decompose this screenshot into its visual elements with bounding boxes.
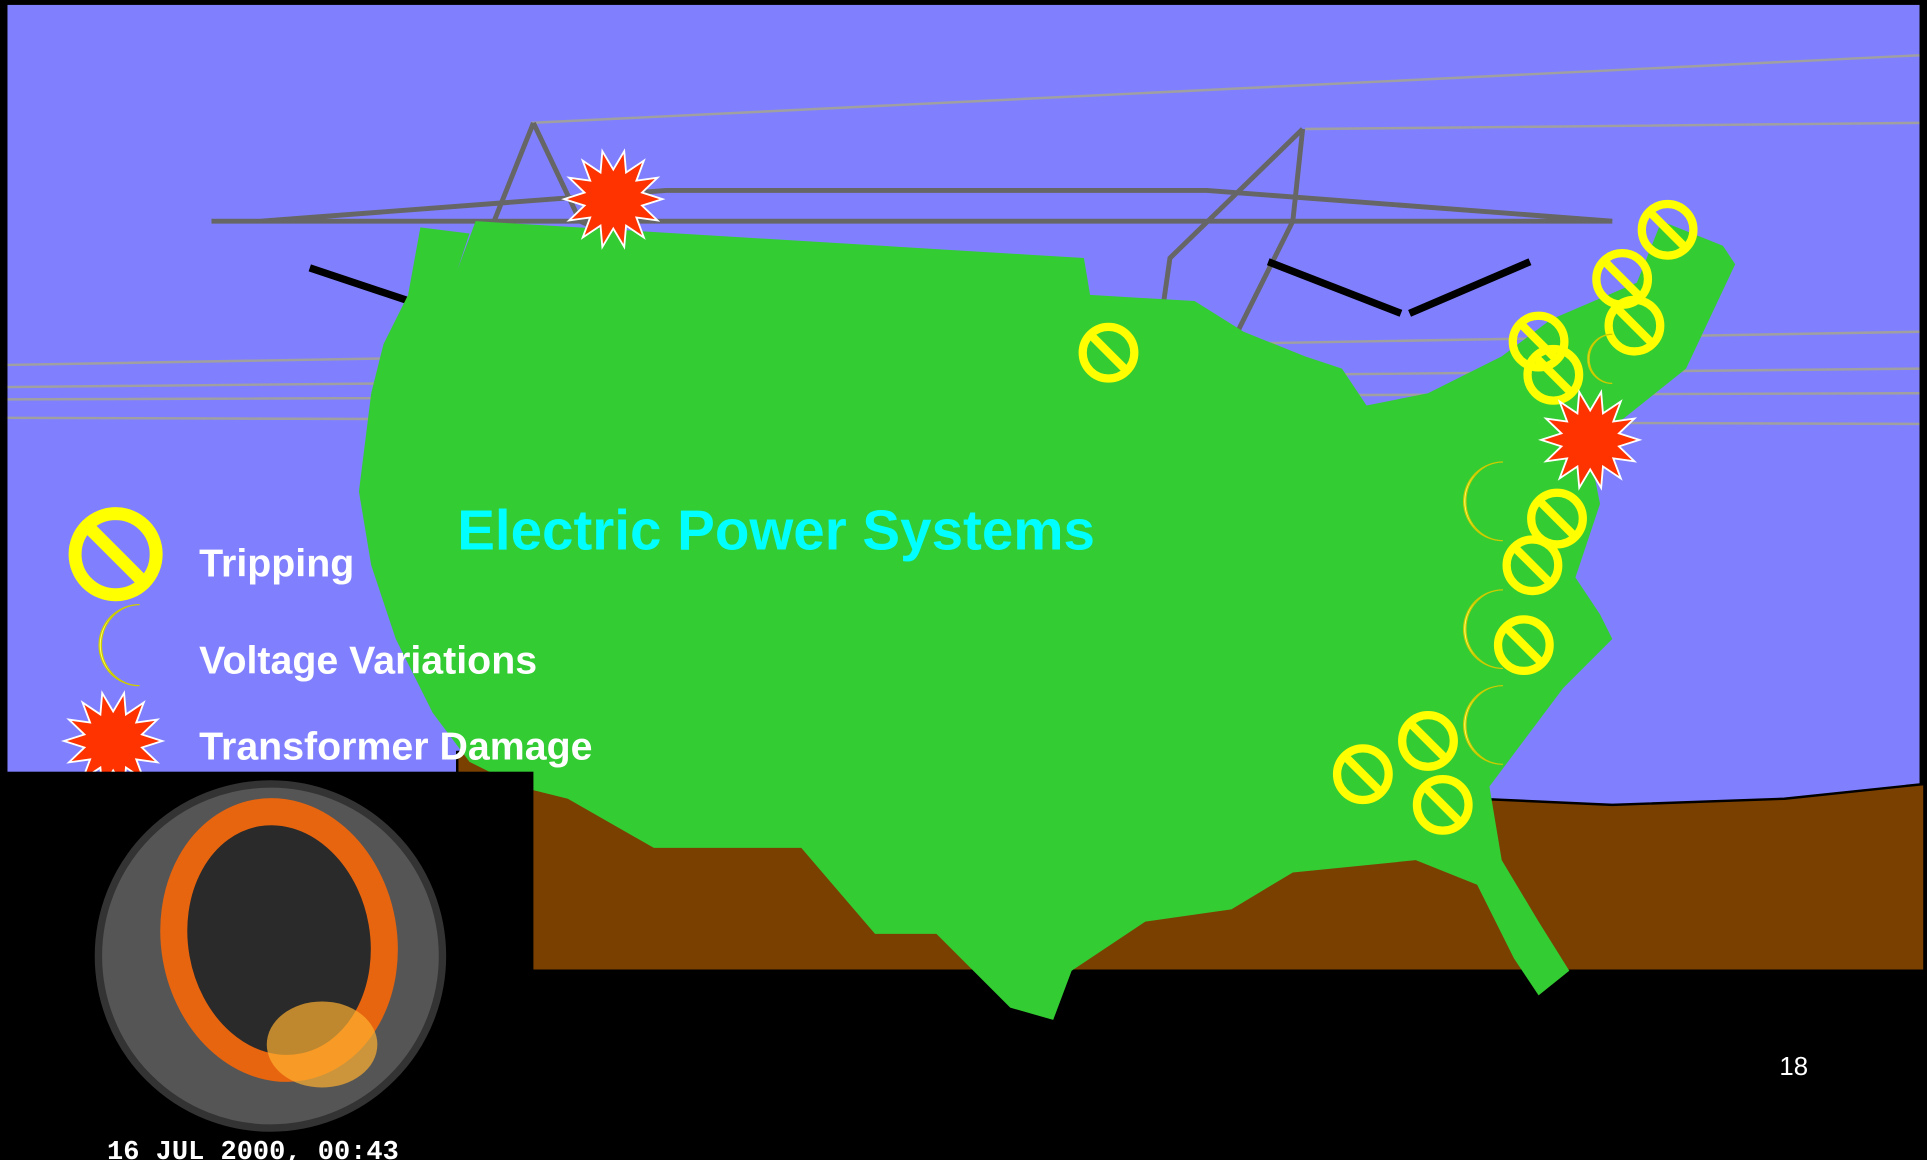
tripping-slash xyxy=(1344,755,1382,793)
tripping-slash xyxy=(1090,334,1127,372)
transformer-icon xyxy=(561,148,666,250)
insulators xyxy=(308,258,1532,317)
tripping-icon xyxy=(68,507,163,602)
tripping-slash xyxy=(1409,722,1447,760)
tripping-icon xyxy=(1412,774,1473,835)
page-number: 18 xyxy=(1779,1053,1808,1081)
tripping-icon xyxy=(1637,199,1698,260)
tripping-slash xyxy=(1534,356,1572,394)
globe-rim xyxy=(94,780,447,1132)
legend-label: Tripping xyxy=(199,541,354,585)
tripping-icon xyxy=(1398,711,1458,771)
aurora-glow xyxy=(266,1001,378,1088)
voltage-icon xyxy=(98,603,140,687)
voltage-icon xyxy=(1463,589,1503,670)
voltage-icon xyxy=(1463,685,1503,765)
transformer-icon xyxy=(60,690,166,792)
tripping-slash xyxy=(86,525,145,584)
tripping-icon xyxy=(1527,488,1587,549)
tripping-slash xyxy=(1514,546,1551,584)
tripping-icon xyxy=(1508,311,1569,372)
transformer-icon xyxy=(1538,389,1643,491)
us-map xyxy=(358,221,1736,1020)
tripping-slash xyxy=(1616,307,1653,345)
tripping-slash xyxy=(1538,500,1576,537)
tripping-icon xyxy=(1604,295,1665,356)
tripping-slash xyxy=(1649,211,1687,249)
transmission-tower xyxy=(211,121,1613,346)
tripping-slash xyxy=(1424,786,1462,824)
voltage-icon xyxy=(1463,461,1503,542)
slide-title: Electric Power Systems xyxy=(457,498,1095,561)
tripping-slash xyxy=(1505,626,1543,664)
legend-label: Transformer Damage xyxy=(199,724,592,768)
tripping-icon xyxy=(1078,322,1139,383)
tripping-slash xyxy=(1603,260,1641,298)
tripping-icon xyxy=(1332,744,1393,805)
legend-label: Voltage Variations xyxy=(199,638,537,682)
tripping-icon xyxy=(1502,535,1563,596)
tripping-icon xyxy=(1493,615,1554,676)
inset-caption: 16 JUL 2000, 00:43 xyxy=(107,1137,399,1160)
tripping-icon xyxy=(1523,344,1584,405)
voltage-icon xyxy=(1587,333,1613,385)
